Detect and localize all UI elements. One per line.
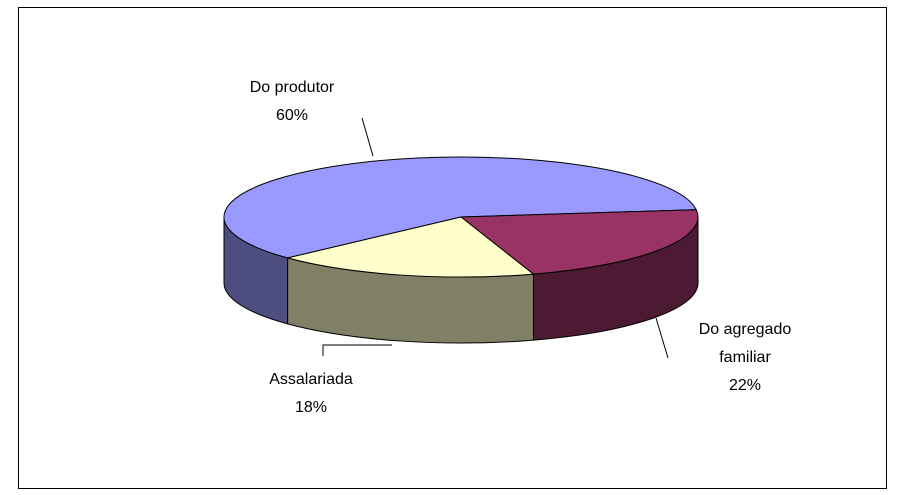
slice-percent: 18% (294, 399, 328, 416)
tops (223, 156, 699, 278)
leader-line (655, 317, 669, 359)
slice-percent: 60% (275, 107, 309, 124)
leader-line (361, 117, 374, 157)
walls (223, 216, 699, 344)
slice-name: Assalariada (269, 371, 353, 388)
slice-name: Do produtor (249, 79, 335, 96)
slice-percent: 22% (728, 377, 762, 394)
pie-slice (287, 216, 535, 278)
data-label: Do agregado familiar 22% (686, 316, 804, 400)
slice-name: Do agregado familiar (698, 321, 792, 366)
data-label: Do produtor 60% (236, 74, 348, 130)
data-label: Assalariada 18% (251, 366, 371, 422)
pie-slice (223, 156, 698, 259)
leader-line (322, 344, 392, 356)
pie-slice (459, 209, 699, 275)
